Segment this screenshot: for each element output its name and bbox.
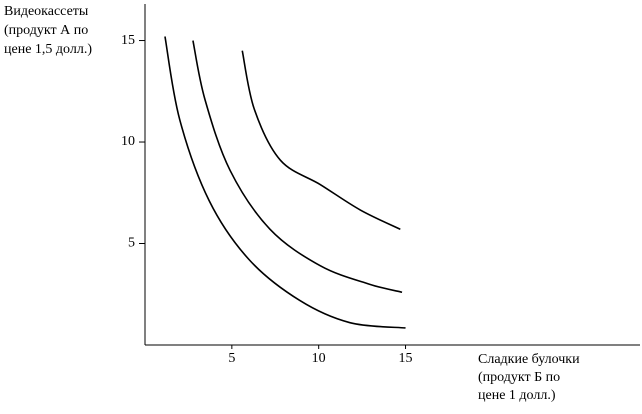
x-axis-label: Сладкие булочки bbox=[478, 352, 580, 367]
y-tick-label: 10 bbox=[121, 134, 135, 149]
x-axis-label: (продукт Б по bbox=[478, 370, 560, 385]
y-axis-label: цене 1,5 долл.) bbox=[4, 42, 92, 57]
x-tick-label: 15 bbox=[399, 351, 413, 366]
x-axis-label: цене 1 долл.) bbox=[478, 388, 556, 403]
indifference-curve bbox=[164, 36, 406, 329]
y-tick-label: 5 bbox=[128, 236, 135, 251]
indifference-curve bbox=[241, 50, 401, 231]
y-axis-label: (продукт А по bbox=[4, 23, 88, 38]
indifference-curve bbox=[192, 40, 403, 294]
x-tick-label: 5 bbox=[228, 351, 235, 366]
y-tick-label: 15 bbox=[121, 33, 135, 48]
x-tick-label: 10 bbox=[312, 351, 326, 366]
y-axis-label: Видеокассеты bbox=[4, 4, 89, 19]
